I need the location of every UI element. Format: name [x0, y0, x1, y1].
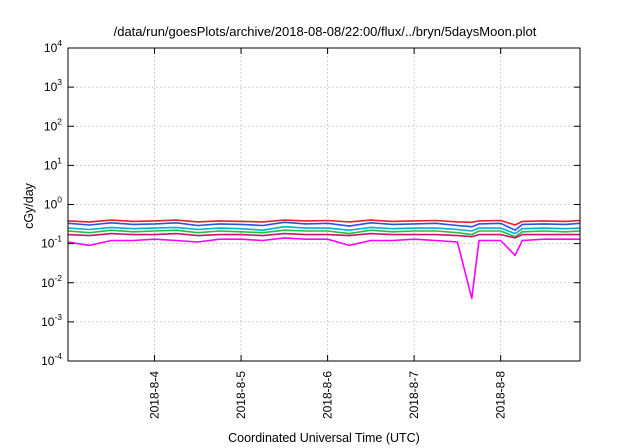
y-axis-label: cGy/day	[22, 182, 36, 229]
series-line-4	[67, 229, 581, 238]
y-tick-label: 100	[44, 195, 62, 212]
series-line-5	[67, 232, 580, 239]
y-tick-label: 10-1	[41, 234, 62, 251]
series-line-1	[67, 219, 581, 226]
x-tick-label: 2018-8-6	[321, 371, 335, 419]
x-axis-label: Coordinated Universal Time (UTC)	[228, 431, 420, 445]
y-tick-label: 10-2	[41, 273, 62, 290]
chart-title: /data/run/goesPlots/archive/2018-08-08/2…	[114, 24, 537, 39]
y-tick-label: 101	[44, 155, 62, 172]
x-axis: 2018-8-4 2018-8-5 2018-8-6 2018-8-7 2018-8-8	[148, 48, 508, 419]
x-tick-label: 2018-8-4	[148, 371, 162, 419]
x-tick-label: 2018-8-7	[407, 371, 421, 419]
y-tick-label: 103	[44, 77, 62, 94]
x-tick-label: 2018-8-5	[234, 371, 248, 419]
y-tick-label: 104	[44, 38, 62, 55]
series-line-3	[67, 225, 581, 235]
y-tick-label: 10-3	[41, 312, 62, 329]
series-line-2	[67, 221, 581, 231]
y-axis: 10-4 10-3 10-2 10-1 100 101 102 103 104	[41, 38, 580, 368]
y-tick-label: 10-4	[41, 351, 62, 368]
series-line-6	[67, 237, 580, 300]
grid	[68, 48, 580, 361]
y-tick-label: 102	[44, 116, 62, 133]
x-tick-label: 2018-8-8	[494, 371, 508, 419]
series-group	[67, 219, 581, 300]
